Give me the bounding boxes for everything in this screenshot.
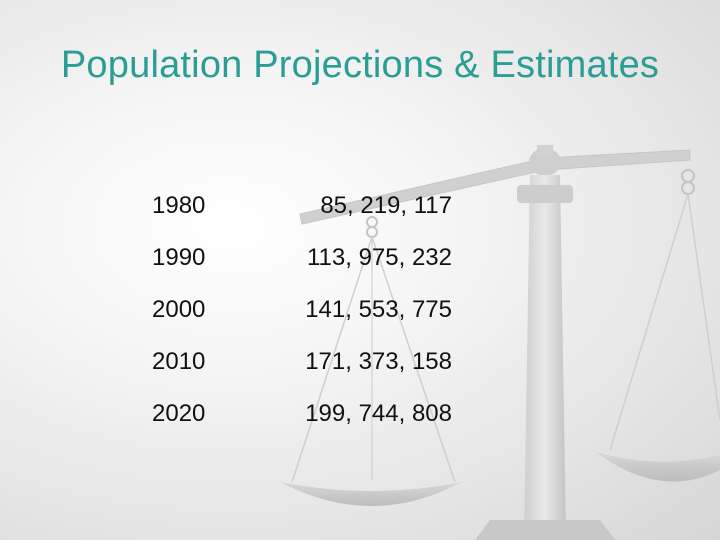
population-table: 1980 85, 219, 117 1990 113, 975, 232 200… [152, 192, 472, 452]
year-cell: 2000 [152, 296, 206, 323]
table-row: 2020 199, 744, 808 [152, 400, 472, 452]
table-row: 2010 171, 373, 158 [152, 348, 472, 400]
slide-title: Population Projections & Estimates [60, 44, 660, 86]
table-row: 1980 85, 219, 117 [152, 192, 472, 244]
table-row: 1990 113, 975, 232 [152, 244, 472, 296]
population-cell: 171, 373, 158 [305, 348, 452, 375]
year-cell: 1980 [152, 192, 206, 219]
population-cell: 199, 744, 808 [305, 400, 452, 427]
population-cell: 113, 975, 232 [306, 244, 452, 271]
table-row: 2000 141, 553, 775 [152, 296, 472, 348]
year-cell: 2020 [152, 400, 206, 427]
year-cell: 1990 [152, 244, 206, 271]
year-cell: 2010 [152, 348, 206, 375]
population-cell: 85, 219, 117 [320, 192, 452, 219]
population-cell: 141, 553, 775 [305, 296, 452, 323]
